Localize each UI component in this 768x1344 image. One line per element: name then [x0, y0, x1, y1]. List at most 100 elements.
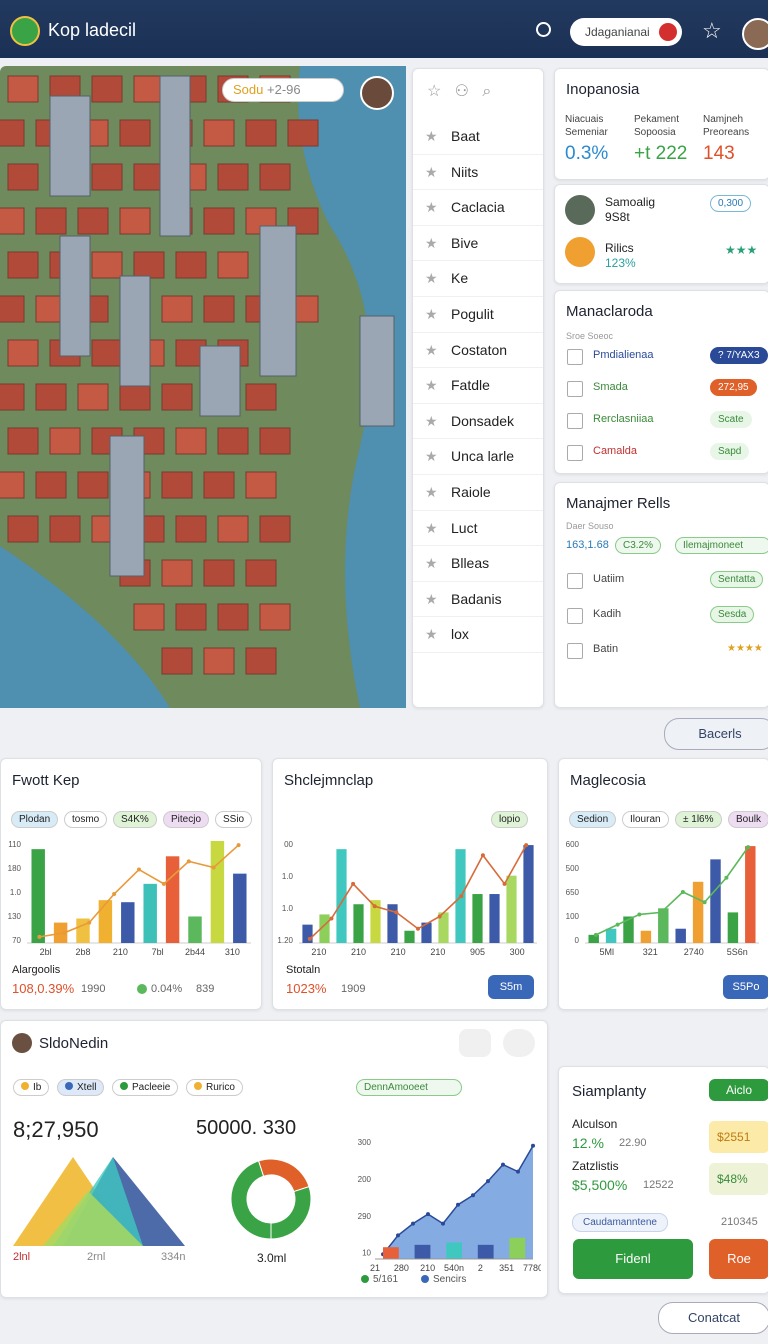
x-tick-label: 2b44: [185, 947, 205, 957]
search-icon[interactable]: [536, 22, 551, 37]
sidebar-item[interactable]: Ke: [413, 261, 543, 297]
rells-button[interactable]: Ilemajmoneet: [675, 537, 768, 554]
triangle-label: 2lnl: [13, 1251, 31, 1263]
bar: [640, 930, 652, 943]
contact-button[interactable]: Conatcat: [658, 1302, 768, 1334]
sidebar-item[interactable]: Unca larle: [413, 439, 543, 475]
bar: [623, 916, 634, 943]
map-badge-label: Sodu: [233, 82, 264, 97]
line-point: [394, 910, 399, 915]
header: Kop ladecil Jdaganianai ☆: [0, 0, 768, 58]
search-text: Jdaganianai: [585, 25, 650, 39]
building: [203, 119, 235, 147]
building: [133, 75, 165, 103]
avatar[interactable]: [742, 18, 768, 50]
sidebar-item[interactable]: Bive: [413, 226, 543, 262]
sidebar-item[interactable]: Baat: [413, 119, 543, 155]
bar: [210, 841, 225, 943]
sidebar-list: BaatNiitsCaclaciaBiveKePogulitCostatonFa…: [413, 119, 543, 653]
row-tag: Sapd: [710, 443, 750, 460]
y-tick-label: 00: [284, 840, 293, 849]
row-label: Camalda: [593, 445, 638, 457]
bar: [438, 912, 449, 943]
area-point: [426, 1212, 430, 1217]
row-checkbox[interactable]: [567, 349, 583, 365]
sample-button[interactable]: Aiclo: [709, 1079, 768, 1101]
line-point: [329, 916, 334, 921]
chart-card: Shclejmnclap lopio 00 1.0 1.0 1.20 210 210 210 21…: [272, 758, 548, 1010]
sidebar-item[interactable]: Luct: [413, 511, 543, 547]
icon-button[interactable]: [459, 1029, 491, 1057]
profile-pill: 0,300: [710, 195, 752, 212]
sidebar-item[interactable]: Niits: [413, 155, 543, 191]
building: [161, 383, 193, 411]
triangle-chart: [13, 1157, 185, 1246]
city-map: [0, 66, 406, 708]
icon-button[interactable]: [503, 1029, 535, 1057]
sidebar-item[interactable]: Donsadek: [413, 404, 543, 440]
row-checkbox[interactable]: [567, 445, 583, 461]
details-button[interactable]: Bacerls: [664, 718, 768, 750]
line-point: [186, 859, 191, 864]
y-tick-label: 10: [362, 1249, 371, 1258]
building: [259, 603, 291, 631]
primary-button[interactable]: Fidenl: [573, 1239, 693, 1279]
row-checkbox[interactable]: [567, 643, 583, 659]
row-tag: Sesda: [710, 606, 755, 623]
row-tag: $48%: [709, 1163, 768, 1195]
row-checkbox[interactable]: [567, 608, 583, 624]
bar: [165, 856, 180, 943]
building: [91, 75, 123, 103]
sidebar-item[interactable]: Costaton: [413, 333, 543, 369]
x-tick-label: 210: [391, 947, 406, 957]
line-point: [62, 930, 67, 935]
footer-button[interactable]: S5m: [488, 975, 534, 999]
secondary-button[interactable]: Roe: [709, 1239, 768, 1279]
sidebar-item[interactable]: Badanis: [413, 582, 543, 618]
building: [7, 251, 39, 279]
row-checkbox[interactable]: [567, 413, 583, 429]
tower: [159, 75, 191, 237]
sidebar-icons: ☆ ⚇ ⌕: [427, 83, 492, 100]
y-tick-label: 130: [8, 912, 22, 921]
area-point: [471, 1193, 475, 1198]
rating: ★★★: [725, 243, 758, 257]
y-tick-label: 500: [566, 864, 580, 873]
bar: [506, 875, 517, 943]
bar: [98, 900, 113, 943]
line-point: [137, 867, 141, 872]
row-checkbox[interactable]: [567, 573, 583, 589]
footer-value: 1023%: [286, 981, 327, 996]
building: [245, 559, 277, 587]
row-sub: 12522: [643, 1179, 674, 1191]
sidebar-item[interactable]: Caclacia: [413, 190, 543, 226]
line-point: [480, 853, 485, 858]
building: [259, 163, 291, 191]
building: [217, 251, 249, 279]
line-point: [637, 912, 642, 917]
sidebar-item[interactable]: Pogulit: [413, 297, 543, 333]
star-icon[interactable]: ☆: [702, 18, 722, 43]
x-tick-label: 351: [499, 1263, 514, 1273]
area-point: [441, 1221, 445, 1226]
chart-card: Fwott Kep Plodan tosmo S4K% Pitecjo SSio 110 18…: [0, 758, 262, 1010]
legend-label: 5/161: [373, 1274, 398, 1285]
row-checkbox[interactable]: [567, 381, 583, 397]
rells-card: Manajmer Rells Daer Souso 163,1.68 C3.2%…: [554, 482, 768, 708]
app-title: Kop ladecil: [48, 20, 137, 40]
bar: [383, 1247, 399, 1259]
card-title: Siamplanty: [572, 1083, 647, 1100]
card-title: Fwott Kep: [12, 772, 80, 789]
sidebar-item[interactable]: Blleas: [413, 546, 543, 582]
chart-pill: lopio: [491, 811, 529, 828]
bar: [658, 908, 669, 943]
footer-button[interactable]: S5Po: [723, 975, 768, 999]
sidebar-item[interactable]: lox: [413, 617, 543, 653]
footer-value: 1990: [81, 983, 106, 995]
sidebar-item[interactable]: Fatdle: [413, 368, 543, 404]
legend-item: Rurico: [186, 1079, 243, 1096]
line-point: [351, 881, 356, 886]
chart-card: Maglecosia Sedion Ilouran ± 1l6% Boulk 600 500…: [558, 758, 768, 1010]
sidebar-item[interactable]: Raiole: [413, 475, 543, 511]
card-subtitle: Sroe Soeoc: [566, 331, 614, 341]
